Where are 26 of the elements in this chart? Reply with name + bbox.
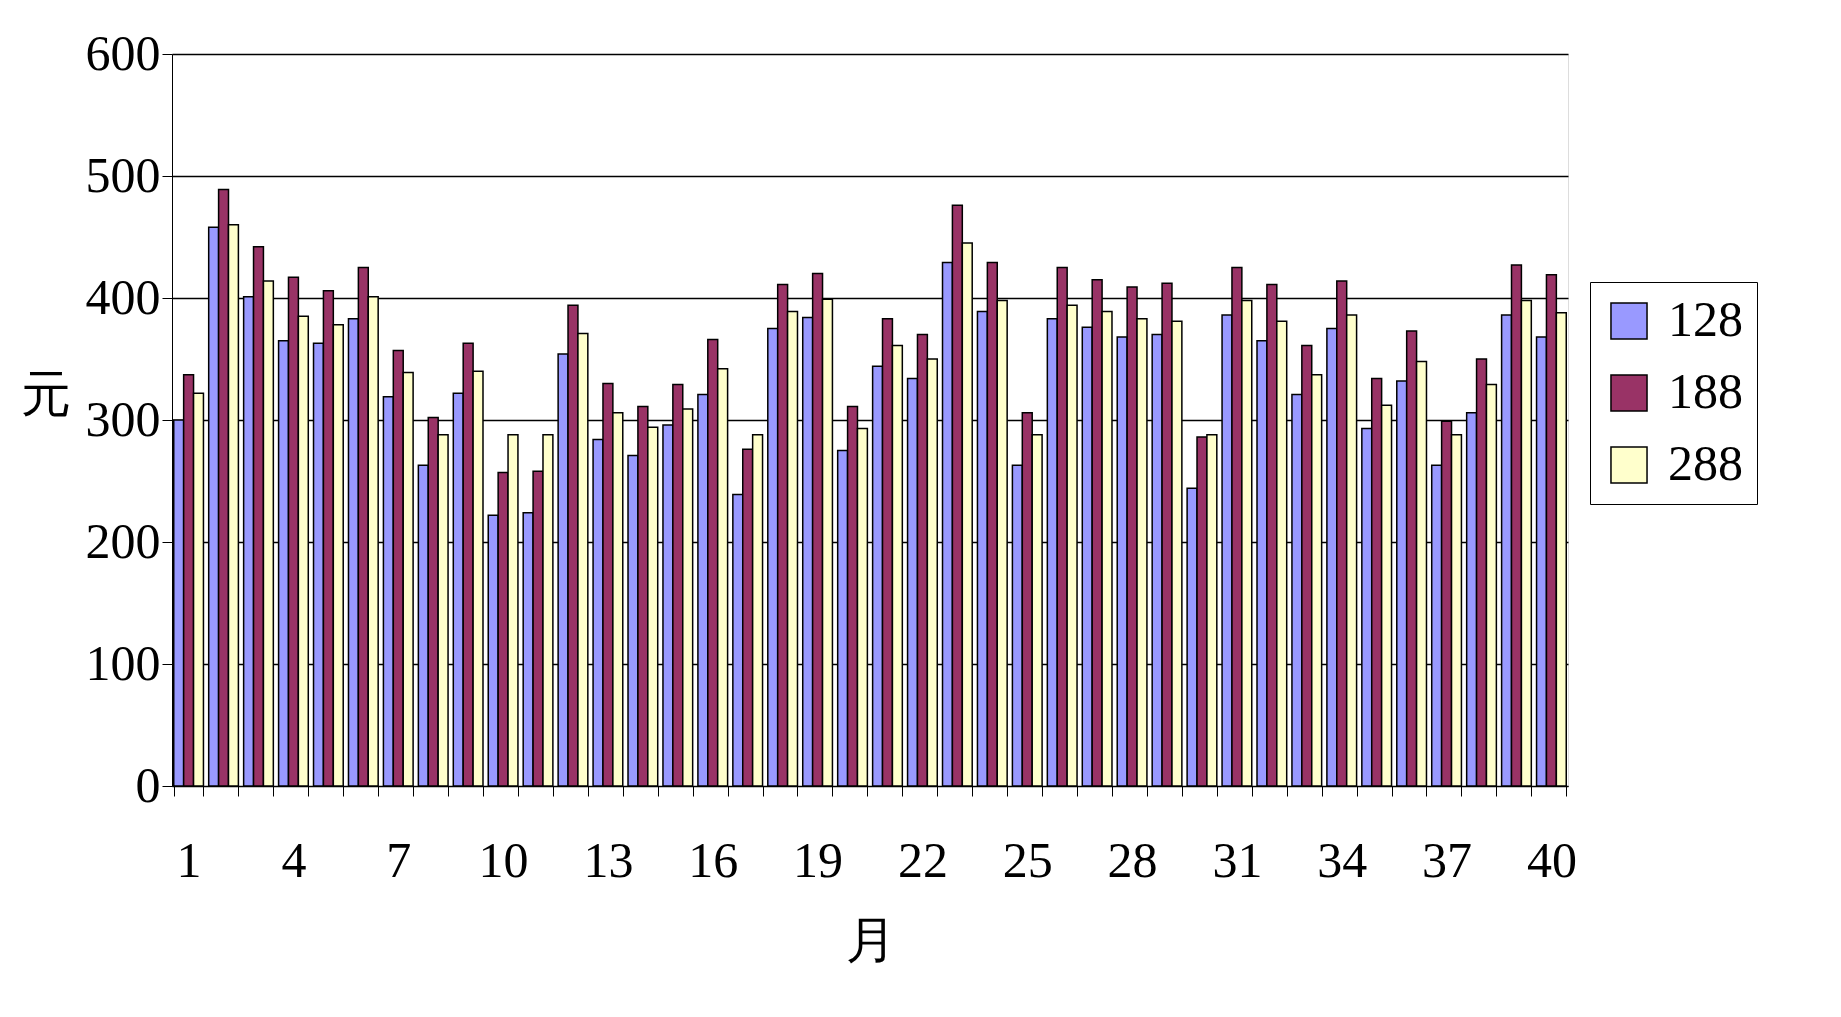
- y-tick-label: 100: [85, 634, 161, 691]
- y-tick-label: 200: [85, 512, 161, 569]
- x-tick-label: 10: [478, 831, 529, 888]
- y-tick-label: 600: [85, 24, 161, 81]
- x-tick-label: 34: [1317, 831, 1368, 888]
- legend-label: 128: [1668, 291, 1743, 347]
- y-tick-label: 400: [85, 268, 161, 325]
- x-tick-label: 7: [386, 831, 412, 888]
- y-axis-title: 元: [20, 365, 71, 422]
- x-tick-label: 28: [1107, 831, 1158, 888]
- y-tick-label: 0: [135, 756, 161, 813]
- legend-label: 288: [1668, 435, 1743, 491]
- x-tick-label: 22: [897, 831, 948, 888]
- x-tick-label: 13: [583, 831, 634, 888]
- x-tick-label: 25: [1002, 831, 1053, 888]
- x-tick-label: 16: [688, 831, 739, 888]
- y-tick-label: 500: [85, 146, 161, 203]
- x-tick-label: 40: [1526, 831, 1577, 888]
- x-tick-label: 4: [281, 831, 307, 888]
- y-tick-label: 300: [85, 390, 161, 447]
- x-axis-title: 月: [845, 911, 896, 968]
- x-tick-label: 31: [1212, 831, 1263, 888]
- legend-label: 188: [1668, 363, 1743, 419]
- x-tick-label: 37: [1422, 831, 1473, 888]
- x-tick-label: 1: [176, 831, 202, 888]
- x-tick-label: 19: [793, 831, 844, 888]
